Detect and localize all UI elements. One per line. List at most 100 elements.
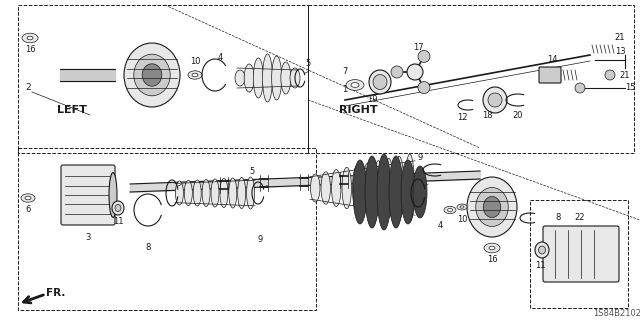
Ellipse shape: [290, 68, 300, 88]
Ellipse shape: [310, 174, 320, 202]
Ellipse shape: [389, 156, 403, 228]
Ellipse shape: [142, 64, 162, 86]
Text: 18: 18: [482, 111, 492, 121]
Ellipse shape: [112, 201, 124, 215]
Ellipse shape: [134, 54, 170, 96]
Ellipse shape: [237, 178, 246, 209]
Text: RIGHT: RIGHT: [339, 105, 378, 115]
Ellipse shape: [342, 167, 351, 209]
Ellipse shape: [175, 181, 184, 205]
Ellipse shape: [332, 170, 341, 206]
Circle shape: [418, 51, 430, 62]
Text: 6: 6: [26, 205, 31, 214]
Ellipse shape: [253, 58, 263, 98]
Circle shape: [605, 70, 615, 80]
Ellipse shape: [202, 180, 210, 206]
Text: 11: 11: [535, 260, 545, 269]
Ellipse shape: [235, 70, 245, 86]
Text: 13: 13: [614, 47, 625, 57]
Text: 8: 8: [556, 213, 561, 222]
Ellipse shape: [369, 70, 391, 94]
Text: 9: 9: [257, 236, 262, 244]
Ellipse shape: [346, 80, 364, 90]
Ellipse shape: [365, 156, 379, 228]
Ellipse shape: [373, 75, 387, 90]
Text: 11: 11: [113, 218, 124, 227]
Text: 15: 15: [625, 84, 636, 92]
Ellipse shape: [394, 156, 404, 220]
Ellipse shape: [457, 204, 467, 210]
Ellipse shape: [384, 158, 394, 218]
Ellipse shape: [21, 194, 35, 202]
Ellipse shape: [124, 43, 180, 107]
Ellipse shape: [353, 160, 367, 224]
Text: 5: 5: [250, 167, 255, 177]
Ellipse shape: [377, 154, 391, 230]
Ellipse shape: [401, 160, 415, 224]
Text: 21: 21: [615, 34, 625, 43]
Ellipse shape: [262, 54, 273, 102]
Ellipse shape: [281, 62, 291, 94]
Text: 20: 20: [513, 111, 524, 121]
Ellipse shape: [193, 180, 201, 206]
Ellipse shape: [535, 242, 549, 258]
Ellipse shape: [467, 177, 517, 237]
Text: 16: 16: [486, 255, 497, 265]
Ellipse shape: [483, 87, 507, 113]
Text: 17: 17: [413, 44, 423, 52]
Ellipse shape: [184, 180, 193, 205]
Ellipse shape: [413, 166, 427, 218]
Ellipse shape: [484, 243, 500, 253]
Ellipse shape: [115, 204, 121, 212]
Ellipse shape: [538, 246, 545, 254]
Ellipse shape: [271, 56, 282, 100]
Text: 19: 19: [367, 95, 377, 105]
Text: 10: 10: [457, 215, 467, 225]
Ellipse shape: [374, 161, 383, 215]
Ellipse shape: [363, 163, 372, 213]
Text: 16: 16: [25, 45, 35, 54]
Text: 2: 2: [25, 84, 31, 92]
FancyBboxPatch shape: [539, 67, 561, 83]
Ellipse shape: [109, 172, 117, 217]
Circle shape: [575, 83, 585, 93]
Text: 8: 8: [145, 244, 150, 252]
Text: 3: 3: [85, 234, 91, 243]
Ellipse shape: [460, 206, 464, 208]
Text: 22: 22: [575, 213, 585, 222]
Ellipse shape: [220, 179, 228, 207]
Text: 1: 1: [342, 85, 348, 94]
Text: 4: 4: [437, 220, 443, 229]
Circle shape: [407, 64, 423, 80]
Ellipse shape: [246, 177, 255, 209]
Text: 7: 7: [342, 68, 348, 76]
Circle shape: [418, 82, 430, 93]
FancyBboxPatch shape: [61, 165, 115, 225]
Ellipse shape: [244, 64, 254, 92]
Ellipse shape: [489, 246, 495, 250]
Text: LEFT: LEFT: [57, 105, 87, 115]
Text: 4: 4: [218, 53, 223, 62]
Ellipse shape: [351, 83, 359, 87]
Ellipse shape: [27, 36, 33, 40]
Text: 21: 21: [620, 70, 630, 79]
Text: FR.: FR.: [46, 288, 66, 298]
Text: 14: 14: [547, 55, 557, 65]
FancyBboxPatch shape: [543, 226, 619, 282]
Text: 9: 9: [417, 154, 422, 163]
Ellipse shape: [211, 179, 219, 207]
Ellipse shape: [228, 178, 237, 208]
Ellipse shape: [353, 165, 362, 211]
Ellipse shape: [22, 33, 38, 43]
Text: 5: 5: [305, 59, 310, 68]
Ellipse shape: [25, 196, 31, 200]
Text: 10: 10: [189, 58, 200, 67]
Ellipse shape: [321, 172, 330, 204]
Ellipse shape: [405, 154, 415, 222]
Ellipse shape: [483, 196, 500, 218]
Ellipse shape: [444, 206, 456, 214]
Ellipse shape: [447, 209, 452, 212]
Ellipse shape: [476, 188, 508, 227]
Circle shape: [391, 66, 403, 78]
Ellipse shape: [488, 93, 502, 107]
